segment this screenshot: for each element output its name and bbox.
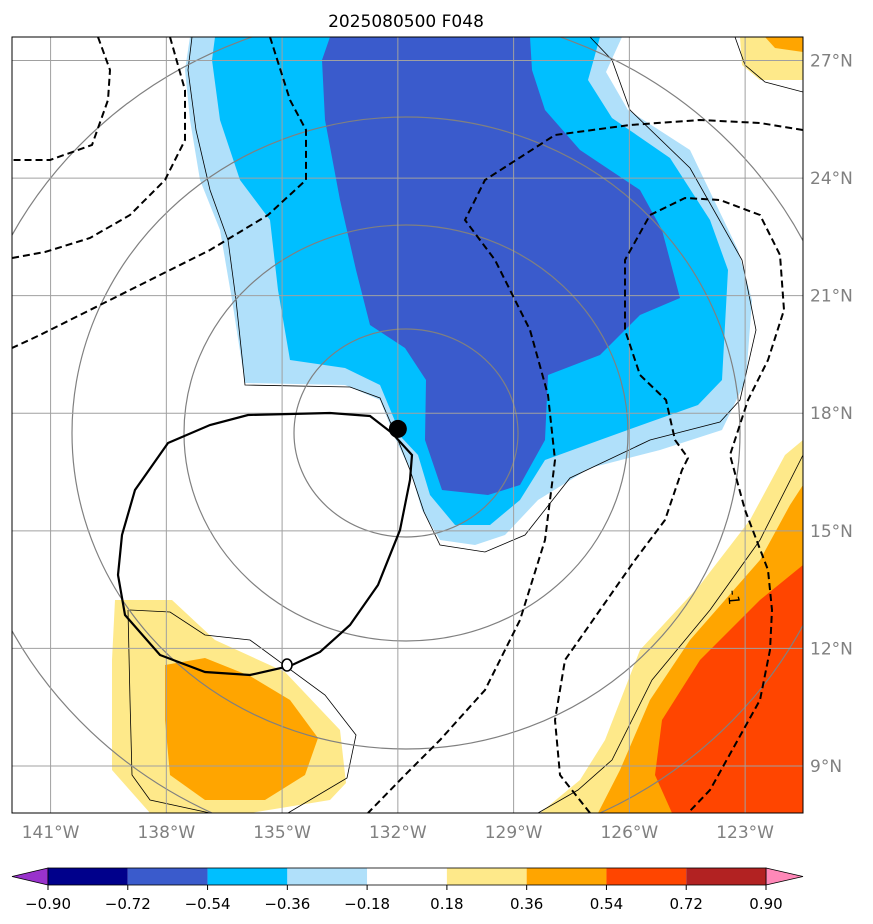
thin-contour-southwest-inner [127, 609, 211, 813]
colorbar-tick-label: −0.18 [344, 895, 390, 913]
colorbar-tick-label: 0.54 [590, 895, 623, 913]
colorbar-extend-low [11, 867, 49, 886]
latitude-ticks: 9°N 12°N 15°N 18°N 21°N 24°N 27°N [810, 52, 853, 777]
colorbar-segment [207, 868, 288, 885]
colorbar-segment [686, 868, 766, 885]
shading-positive [112, 37, 803, 813]
x-tick-label: 138°W [137, 823, 195, 843]
shade-band-neg-072-054 [322, 37, 680, 495]
y-tick-label: 9°N [810, 757, 842, 777]
range-ring-2 [183, 224, 629, 642]
chart-title: 2025080500 F048 [328, 12, 484, 32]
range-ring-3 [71, 116, 741, 750]
y-tick-label: 15°N [810, 522, 853, 542]
x-tick-label: 135°W [253, 823, 311, 843]
colorbar-extend-high [765, 867, 804, 886]
shade-band-pos-036-054-northeast [765, 37, 803, 52]
colorbar: −0.90 −0.72 −0.54 −0.36 −0.18 0.18 0.36 0.54 0.7… [11, 867, 804, 913]
y-tick-label: 12°N [810, 639, 853, 659]
colorbar-segment [48, 868, 128, 885]
dashed-contour-1 [12, 37, 112, 161]
colorbar-segment [606, 868, 687, 885]
shade-band-pos-036-054-southwest [165, 658, 318, 800]
colorbar-tick-label: 0.36 [510, 895, 543, 913]
colorbar-segment [287, 868, 368, 885]
map-panel: -1 [12, 37, 803, 813]
colorbar-tick-label: −0.54 [185, 895, 231, 913]
small-contour-marker [281, 658, 293, 672]
dashed-contour-4 [367, 118, 803, 813]
y-tick-label: 21°N [810, 287, 853, 307]
thin-contour-southeast [537, 454, 803, 813]
range-ring-1 [293, 328, 519, 538]
colorbar-tick-label: 0.18 [430, 895, 463, 913]
dashed-contour-3 [12, 37, 307, 349]
storm-center-marker [388, 419, 407, 438]
y-tick-label: 27°N [810, 52, 853, 72]
gridlines [12, 37, 803, 813]
thin-contour-northeast [734, 37, 803, 93]
colorbar-segment [127, 868, 208, 885]
colorbar-segment [367, 868, 447, 885]
dashed-contour-5 [553, 196, 786, 813]
colorbar-outline [47, 867, 767, 886]
map-frame [11, 36, 804, 814]
solid-contour-storm [116, 411, 414, 677]
colorbar-segment [446, 868, 527, 885]
y-tick-label: 24°N [810, 169, 853, 189]
x-tick-label: 132°W [369, 823, 427, 843]
colorbar-tick-label: 0.90 [749, 895, 782, 913]
longitude-ticks: 141°W 138°W 135°W 132°W 129°W 126°W 123°W [22, 823, 774, 843]
shading-negative [185, 37, 752, 545]
colorbar-tick-label: 0.72 [670, 895, 703, 913]
x-tick-label: 141°W [22, 823, 80, 843]
contour-label: -1 [724, 589, 743, 605]
dashed-contours [12, 37, 803, 813]
x-tick-label: 129°W [485, 823, 543, 843]
colorbar-tick-label: −0.90 [25, 895, 71, 913]
shade-band-pos-054-072-southeast [655, 565, 803, 813]
colorbar-tick-label: −0.36 [264, 895, 310, 913]
range-rings [12, 37, 803, 813]
colorbar-tick-label: −0.72 [105, 895, 151, 913]
x-tick-label: 126°W [600, 823, 658, 843]
y-tick-label: 18°N [810, 404, 853, 424]
colorbar-segment [526, 868, 607, 885]
x-tick-label: 123°W [716, 823, 774, 843]
